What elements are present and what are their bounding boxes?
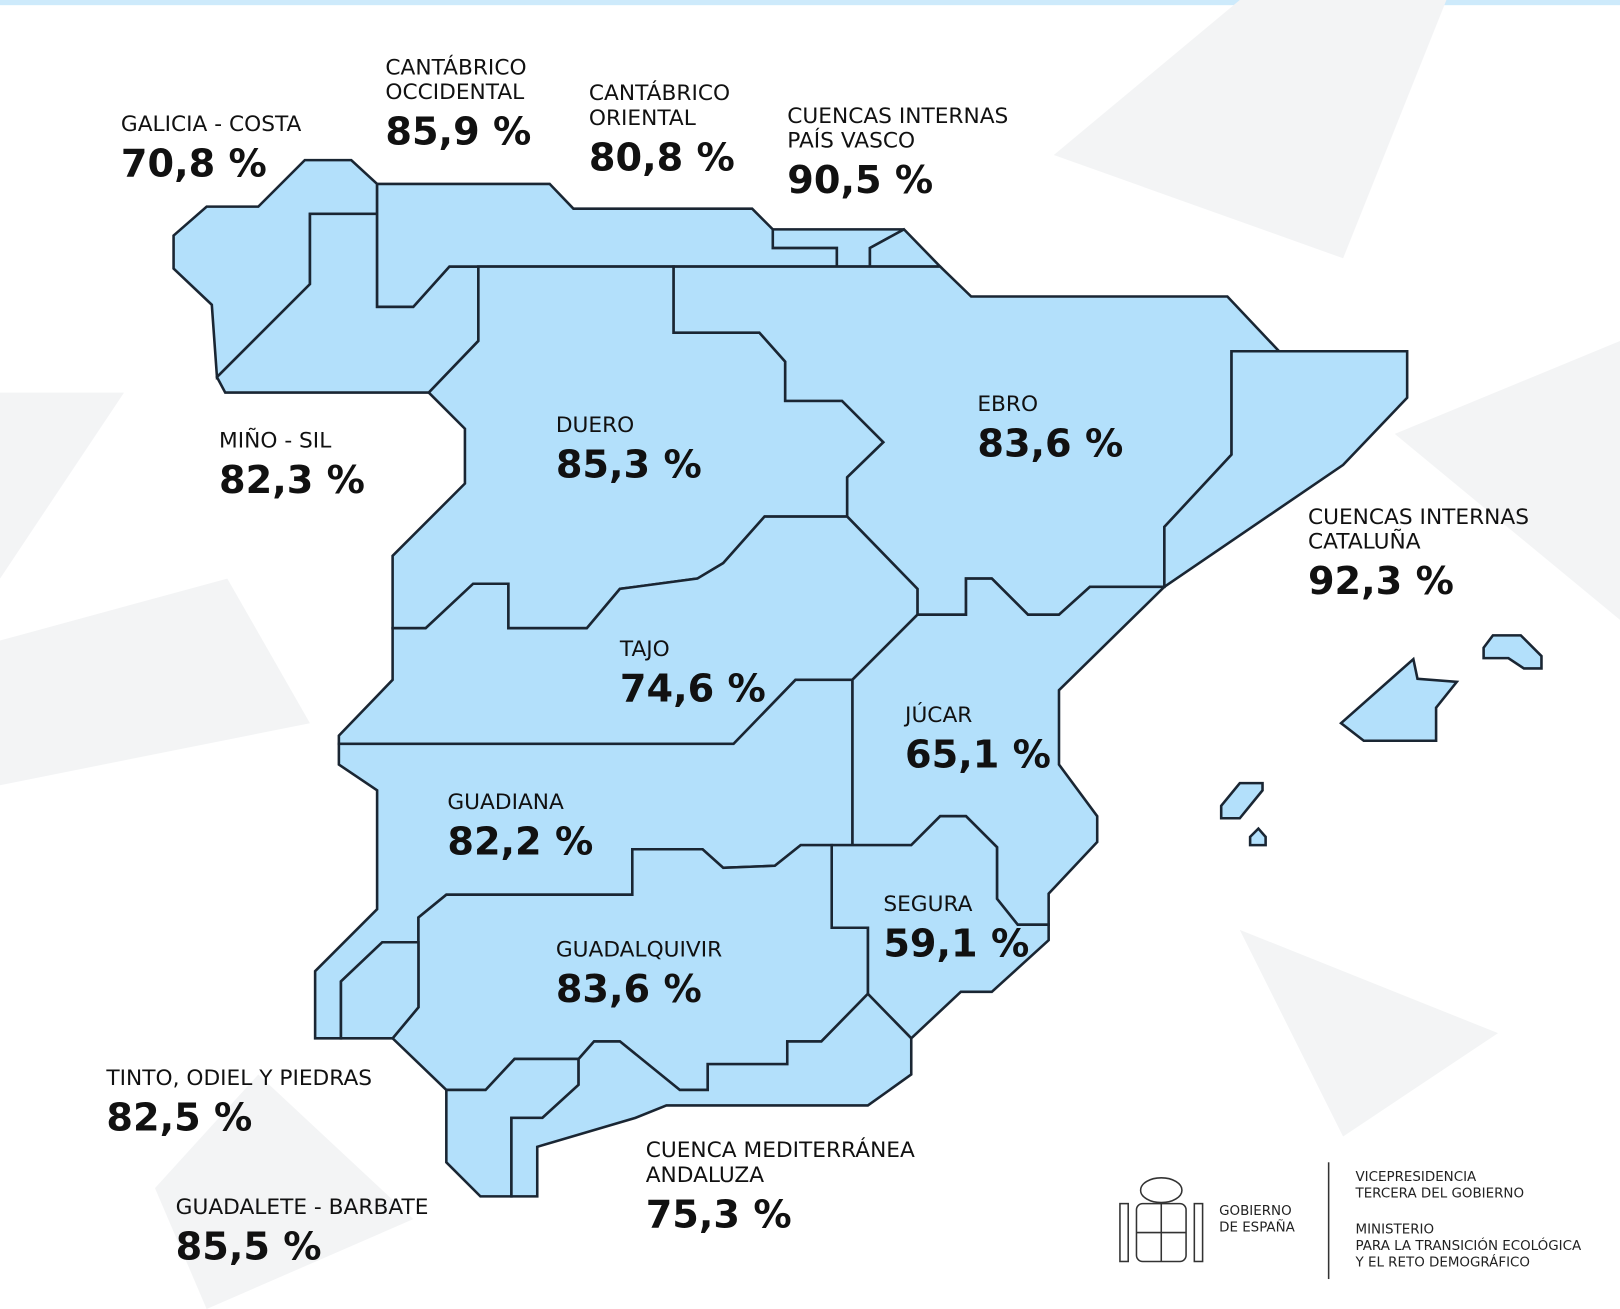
basin-name: CUENCAS INTERNAS (1308, 505, 1529, 530)
basin-name: DUERO (556, 413, 634, 438)
footer-government: DE ESPAÑA (1219, 1219, 1296, 1236)
basin-value: 65,1 % (905, 734, 1051, 778)
basin-name: JÚCAR (903, 702, 972, 728)
region-mediterranea-andaluza (510, 992, 913, 1198)
footer-ministry: PARA LA TRANSICIÓN ECOLÓGICA (1356, 1236, 1582, 1254)
basin-value: 83,6 % (977, 423, 1123, 467)
island-menorca (1482, 634, 1543, 670)
island-ibiza (1219, 781, 1264, 820)
basin-value: 70,8 % (121, 143, 267, 187)
basin-name: CUENCA MEDITERRÁNEA (646, 1137, 915, 1163)
basin-name: GALICIA - COSTA (121, 112, 302, 137)
basin-value: 82,3 % (219, 459, 365, 503)
footer-ministry: MINISTERIO (1356, 1223, 1435, 1238)
basin-name: ORIENTAL (589, 106, 696, 131)
basin-name: CUENCAS INTERNAS (787, 104, 1008, 129)
footer-government: GOBIERNO (1219, 1204, 1292, 1219)
basin-name: SEGURA (883, 892, 972, 917)
region-tinto (339, 940, 420, 1040)
footer-vicepresidency: TERCERA DEL GOBIERNO (1355, 1186, 1525, 1201)
basin-name: EBRO (977, 392, 1038, 417)
basin-name: CANTÁBRICO (385, 54, 526, 80)
basin-value: 82,2 % (447, 820, 593, 864)
basin-value: 85,9 % (385, 111, 531, 155)
basin-name: TAJO (619, 637, 670, 662)
basin-name: OCCIDENTAL (385, 80, 524, 105)
regions (172, 158, 1543, 1198)
basin-value: 90,5 % (787, 159, 933, 203)
island-formentera (1248, 826, 1267, 847)
basin-name: GUADALQUIVIR (556, 938, 722, 963)
footer-logo (1119, 1162, 1330, 1280)
basin-value: 80,8 % (589, 136, 735, 180)
basin-value: 74,6 % (620, 668, 766, 712)
basin-value: 92,3 % (1308, 560, 1454, 604)
footer-vicepresidency: VICEPRESIDENCIA (1356, 1170, 1478, 1185)
basin-name: CANTÁBRICO (589, 80, 730, 106)
basin-value: 83,6 % (556, 968, 702, 1012)
coat-of-arms (1119, 1177, 1204, 1263)
basin-name: PAÍS VASCO (787, 128, 915, 154)
footer-ministry: Y EL RETO DEMOGRÁFICO (1355, 1253, 1530, 1271)
region-cataluna (1163, 349, 1409, 590)
basin-name: GUADALETE - BARBATE (176, 1195, 429, 1220)
island-mallorca (1339, 656, 1460, 743)
basin-value: 75,3 % (646, 1193, 792, 1237)
basin-value: 82,5 % (106, 1096, 252, 1140)
basin-name: MIÑO - SIL (219, 426, 331, 453)
top-bar (0, 0, 1620, 6)
basin-name: ANDALUZA (646, 1163, 765, 1188)
basin-value: 59,1 % (883, 923, 1029, 967)
basin-value: 85,3 % (556, 443, 702, 487)
basin-value: 85,5 % (176, 1225, 322, 1269)
basin-name: TINTO, ODIEL Y PIEDRAS (105, 1066, 372, 1091)
basin-name: CATALUÑA (1308, 528, 1421, 555)
basin-name: GUADIANA (447, 790, 564, 815)
